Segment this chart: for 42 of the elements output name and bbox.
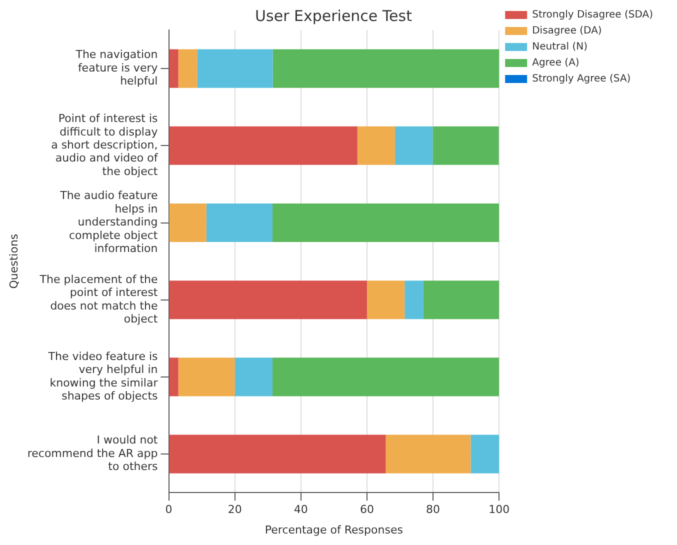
bar: [272, 49, 500, 88]
bar: [169, 280, 367, 320]
legend-label: Strongly Agree (SA): [532, 74, 631, 85]
bar: [432, 126, 499, 165]
bar: [169, 126, 358, 165]
chart-title: User Experience Test: [255, 6, 412, 25]
bar: [178, 358, 235, 396]
bar: [169, 49, 178, 88]
legend-label: Agree (A): [532, 58, 580, 69]
bar: [169, 358, 178, 396]
bar: [272, 358, 500, 396]
y-axis-title: Questions: [7, 234, 20, 289]
y-tick-label: The navigation feature is very helpful: [74, 48, 158, 88]
bar: [272, 203, 500, 242]
x-tick-label: 20: [228, 503, 242, 516]
bar: [386, 434, 471, 474]
legend-label: Neutral (N): [532, 42, 588, 53]
y-tick-label: Point of interest is difficult to display a short description, audio and video of the object: [51, 112, 159, 178]
legend-label: Strongly Disagree (SDA): [532, 10, 654, 21]
bar: [423, 280, 500, 320]
y-tick-label: The video feature is very helpful in knowing the similar shapes of objects: [47, 350, 158, 403]
x-tick-label: 80: [426, 503, 440, 516]
x-axis-title: Percentage of Responses: [264, 523, 404, 536]
x-tick-label: 0: [165, 503, 172, 516]
bar: [470, 434, 500, 474]
bar: [366, 280, 405, 320]
x-tick-label: 40: [294, 503, 308, 516]
y-tick-label: The placement of the point of interest does not match the object: [38, 272, 158, 326]
y-tick-label: I would not recommend the AR app to others: [27, 434, 158, 474]
bar: [178, 49, 198, 88]
bar: [169, 434, 386, 474]
bar: [404, 280, 424, 320]
legend-label: Disagree (DA): [532, 26, 602, 37]
y-tick-label: The audio feature helps in understanding complete object information: [59, 189, 158, 256]
bar: [395, 126, 433, 165]
x-tick-label: 100: [488, 503, 510, 516]
bar: [169, 203, 206, 242]
bar: [234, 358, 272, 396]
bar: [206, 203, 272, 242]
bar: [197, 49, 273, 88]
bar: [357, 126, 396, 165]
x-tick-label: 60: [360, 503, 374, 516]
